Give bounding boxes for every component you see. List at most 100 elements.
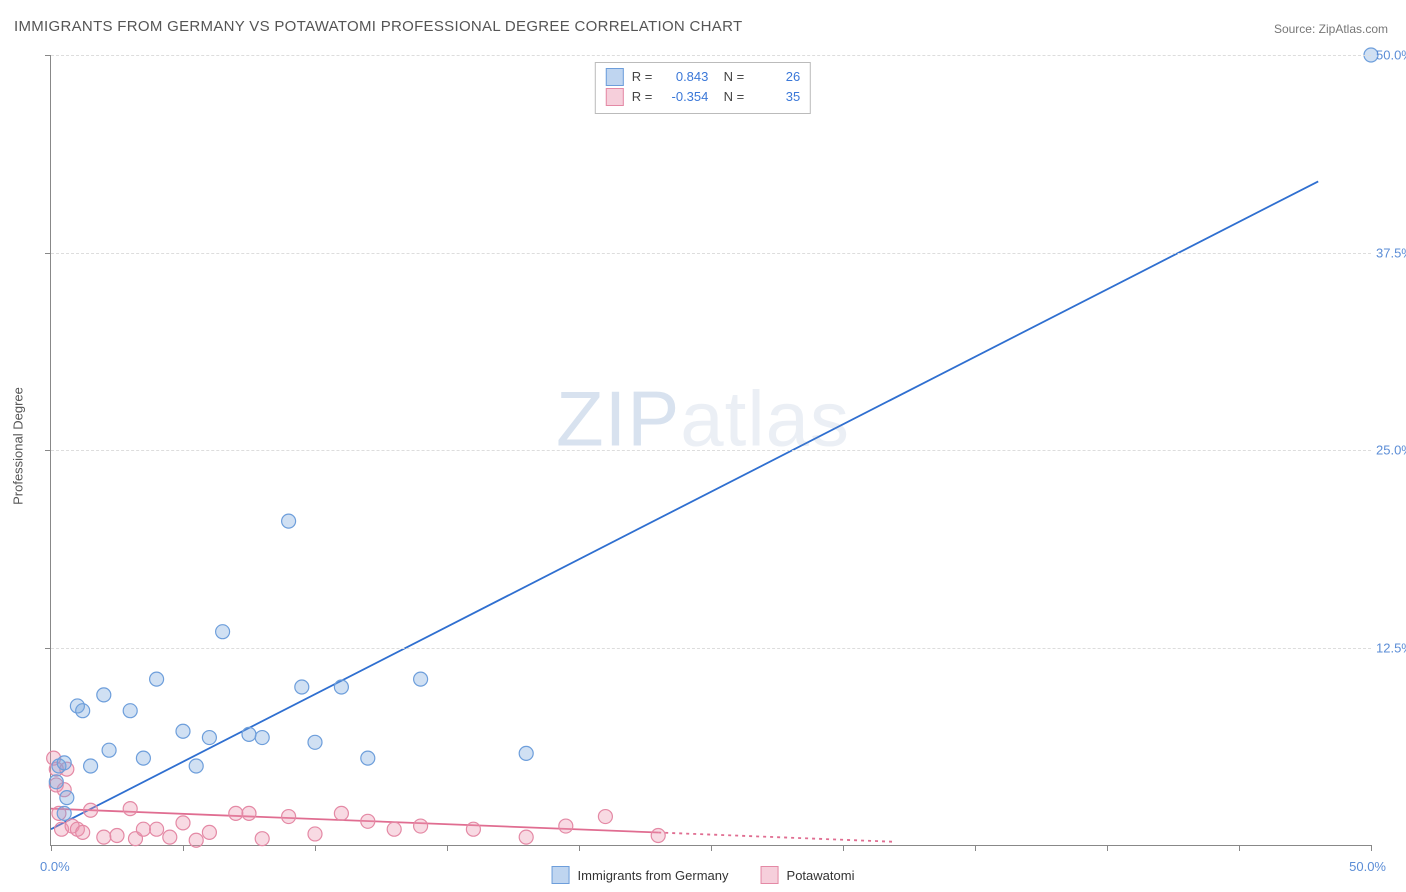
stat-r-value-1: -0.354 bbox=[660, 87, 708, 107]
data-point bbox=[189, 833, 203, 847]
origin-label: 0.0% bbox=[40, 859, 70, 874]
data-point bbox=[176, 816, 190, 830]
data-point bbox=[189, 759, 203, 773]
swatch-series-0 bbox=[606, 68, 624, 86]
data-point bbox=[308, 735, 322, 749]
data-point bbox=[414, 672, 428, 686]
x-tick bbox=[1107, 845, 1108, 851]
data-point bbox=[282, 514, 296, 528]
data-point bbox=[49, 775, 63, 789]
data-point bbox=[651, 829, 665, 843]
y-tick-label: 50.0% bbox=[1376, 48, 1406, 63]
data-point bbox=[123, 704, 137, 718]
swatch-series-1 bbox=[606, 88, 624, 106]
data-point bbox=[559, 819, 573, 833]
x-tick bbox=[1371, 845, 1372, 851]
y-tick bbox=[45, 648, 51, 649]
legend-label-1: Potawatomi bbox=[787, 868, 855, 883]
data-point bbox=[519, 746, 533, 760]
data-point bbox=[229, 806, 243, 820]
data-point bbox=[60, 791, 74, 805]
data-point bbox=[242, 727, 256, 741]
data-point bbox=[76, 825, 90, 839]
data-point bbox=[282, 810, 296, 824]
stat-n-value-0: 26 bbox=[752, 67, 800, 87]
x-tick bbox=[447, 845, 448, 851]
x-tick bbox=[183, 845, 184, 851]
data-point bbox=[97, 830, 111, 844]
x-tick bbox=[579, 845, 580, 851]
stat-row-series-1: R = -0.354 N = 35 bbox=[606, 87, 800, 107]
data-point bbox=[308, 827, 322, 841]
stat-n-value-1: 35 bbox=[752, 87, 800, 107]
trend-line-1-dash bbox=[658, 833, 896, 842]
trend-line-0 bbox=[51, 181, 1318, 829]
data-point bbox=[202, 825, 216, 839]
data-point bbox=[334, 680, 348, 694]
stat-r-label: R = bbox=[632, 67, 653, 87]
xmax-label: 50.0% bbox=[1349, 859, 1386, 874]
data-point bbox=[84, 803, 98, 817]
x-tick bbox=[711, 845, 712, 851]
data-point bbox=[57, 806, 71, 820]
data-point bbox=[519, 830, 533, 844]
data-point bbox=[242, 806, 256, 820]
data-point bbox=[57, 756, 71, 770]
data-point bbox=[361, 814, 375, 828]
stat-r-label: R = bbox=[632, 87, 653, 107]
data-point bbox=[102, 743, 116, 757]
legend-swatch-1 bbox=[761, 866, 779, 884]
data-point bbox=[110, 829, 124, 843]
data-point bbox=[163, 830, 177, 844]
stat-row-series-0: R = 0.843 N = 26 bbox=[606, 67, 800, 87]
legend-label-0: Immigrants from Germany bbox=[578, 868, 729, 883]
stat-n-label: N = bbox=[716, 87, 744, 107]
chart-title: IMMIGRANTS FROM GERMANY VS POTAWATOMI PR… bbox=[14, 18, 742, 35]
gridline bbox=[51, 648, 1371, 649]
data-point bbox=[255, 832, 269, 846]
gridline bbox=[51, 450, 1371, 451]
y-tick bbox=[45, 55, 51, 56]
data-point bbox=[150, 822, 164, 836]
legend-item-0: Immigrants from Germany bbox=[552, 866, 729, 884]
data-point bbox=[123, 802, 137, 816]
y-tick-label: 12.5% bbox=[1376, 640, 1406, 655]
y-tick-label: 25.0% bbox=[1376, 443, 1406, 458]
data-point bbox=[136, 751, 150, 765]
data-point bbox=[76, 704, 90, 718]
data-point bbox=[334, 806, 348, 820]
data-point bbox=[202, 731, 216, 745]
y-tick bbox=[45, 253, 51, 254]
data-point bbox=[414, 819, 428, 833]
gridline bbox=[51, 253, 1371, 254]
y-tick-label: 37.5% bbox=[1376, 245, 1406, 260]
data-point bbox=[466, 822, 480, 836]
data-point bbox=[361, 751, 375, 765]
data-point bbox=[387, 822, 401, 836]
data-point bbox=[295, 680, 309, 694]
data-point bbox=[150, 672, 164, 686]
data-point bbox=[598, 810, 612, 824]
x-tick bbox=[1239, 845, 1240, 851]
data-point bbox=[216, 625, 230, 639]
source-attribution: Source: ZipAtlas.com bbox=[1274, 22, 1388, 36]
bottom-legend: Immigrants from Germany Potawatomi bbox=[552, 866, 855, 884]
legend-item-1: Potawatomi bbox=[761, 866, 855, 884]
stat-legend: R = 0.843 N = 26 R = -0.354 N = 35 bbox=[595, 62, 811, 114]
stat-n-label: N = bbox=[716, 67, 744, 87]
x-tick bbox=[843, 845, 844, 851]
y-axis-label: Professional Degree bbox=[11, 387, 26, 505]
data-point bbox=[84, 759, 98, 773]
gridline bbox=[51, 55, 1371, 56]
data-point bbox=[255, 731, 269, 745]
x-tick bbox=[975, 845, 976, 851]
data-point bbox=[176, 724, 190, 738]
legend-swatch-0 bbox=[552, 866, 570, 884]
x-tick bbox=[51, 845, 52, 851]
data-point bbox=[136, 822, 150, 836]
plot-area: 12.5%25.0%37.5%50.0% bbox=[50, 55, 1371, 846]
data-point bbox=[97, 688, 111, 702]
x-tick bbox=[315, 845, 316, 851]
y-tick bbox=[45, 450, 51, 451]
stat-r-value-0: 0.843 bbox=[660, 67, 708, 87]
